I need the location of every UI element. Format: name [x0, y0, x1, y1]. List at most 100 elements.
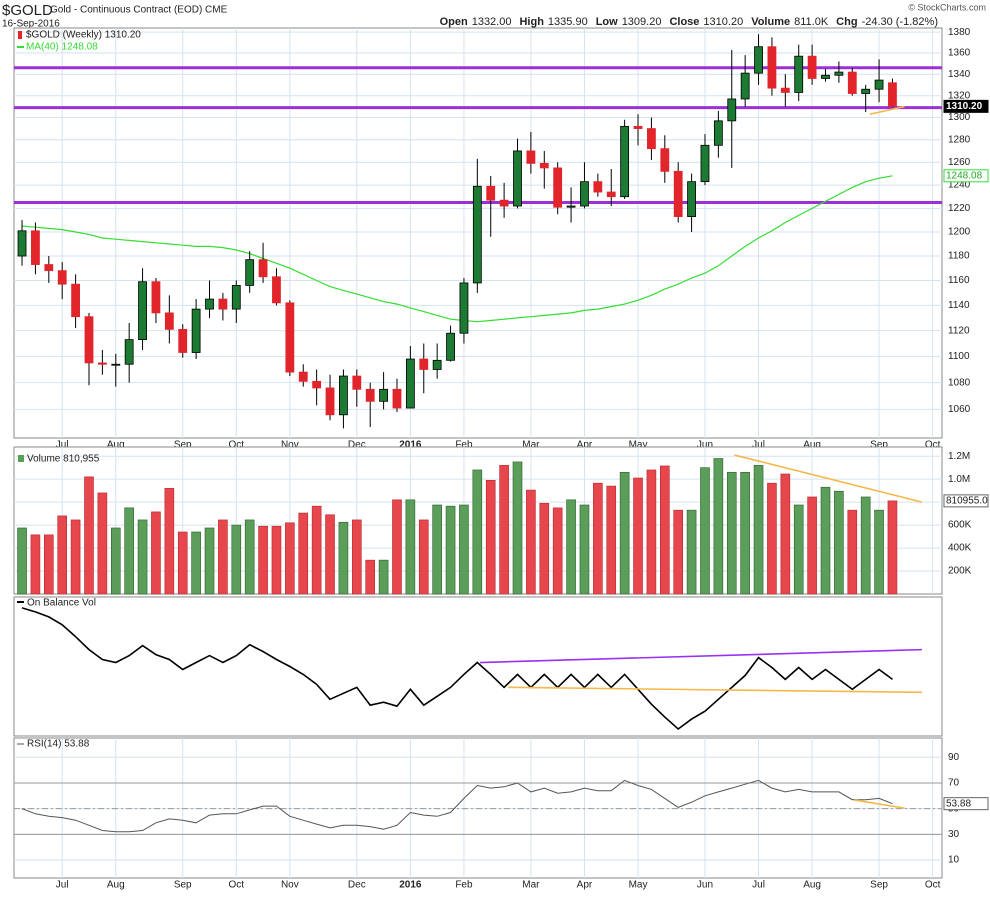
- subtitle: Gold - Continuous Contract (EOD) CME: [50, 5, 228, 16]
- candle-body: [727, 98, 737, 122]
- volume-bar: [271, 525, 282, 595]
- quote-label: Open: [440, 16, 468, 28]
- volume-bar: [539, 502, 550, 595]
- volume-bar: [874, 509, 884, 595]
- quote-value: 1332.00: [472, 16, 512, 28]
- candle-body: [740, 72, 750, 100]
- volume-bar: [70, 519, 81, 595]
- y-tick-label: 1240: [948, 180, 971, 191]
- volume-bar: [860, 496, 871, 595]
- volume-bar: [405, 499, 416, 595]
- y-tick-label: 1380: [948, 27, 971, 38]
- candle-body: [673, 170, 683, 217]
- volume-bar: [432, 504, 442, 595]
- candle-body: [553, 167, 563, 208]
- panel: [13, 737, 943, 879]
- volume-bar: [780, 473, 791, 595]
- y-tick-label: 1340: [948, 69, 971, 80]
- price-tag: [943, 99, 989, 113]
- price-tag-label: 1248.08: [946, 170, 983, 181]
- candle-body: [191, 308, 201, 353]
- volume-bar: [298, 512, 309, 595]
- volume-bar: [244, 519, 255, 595]
- x-tick-label: Jul: [752, 880, 765, 891]
- legend-icon: [18, 455, 24, 462]
- volume-bar: [593, 482, 603, 595]
- y-tick-label: 10: [948, 855, 960, 866]
- candle-body: [392, 388, 402, 409]
- candle-body: [807, 55, 817, 79]
- trend-line: [854, 799, 905, 809]
- candle-body: [834, 71, 844, 76]
- volume-bar: [285, 522, 295, 595]
- candle-body: [17, 230, 27, 257]
- candle-body: [593, 181, 603, 193]
- volume-bar: [311, 505, 322, 595]
- volume-bar: [472, 469, 483, 595]
- y-tick-label: 1.0M: [948, 474, 970, 485]
- volume-bar: [552, 507, 563, 595]
- candle-body: [459, 282, 469, 334]
- volume-bar: [325, 514, 335, 595]
- volume-bar: [218, 519, 228, 595]
- price-tag: [943, 797, 989, 811]
- volume-bar: [30, 534, 41, 595]
- x-tick-label: Sep: [174, 440, 192, 451]
- volume-bar: [258, 525, 268, 595]
- y-tick-label: 400K: [948, 543, 972, 554]
- candle-body: [633, 125, 643, 129]
- price-tag-label: 53.88: [946, 798, 971, 809]
- candle-body: [71, 283, 80, 318]
- candle-body: [620, 125, 630, 198]
- volume-bar: [820, 486, 831, 595]
- volume-bar: [378, 559, 389, 595]
- volume-bar: [526, 489, 536, 595]
- x-tick-label: Aug: [107, 880, 125, 891]
- candle-body: [298, 371, 308, 382]
- candle-body: [513, 150, 522, 207]
- candle-body: [486, 185, 496, 201]
- candle-body: [44, 264, 54, 272]
- x-tick-label: Jun: [697, 880, 713, 891]
- candle-body: [821, 74, 830, 79]
- x-tick-label: Oct: [925, 440, 941, 451]
- volume-bar: [392, 499, 402, 595]
- price-tag-label: 1310.20: [946, 101, 983, 112]
- volume-bar: [673, 509, 683, 595]
- quote-label: Chg: [836, 16, 857, 28]
- x-tick-label: Feb: [455, 440, 473, 451]
- candle-body: [472, 185, 482, 284]
- candle-body: [57, 270, 67, 285]
- candle-body: [245, 259, 255, 286]
- volume-bar: [459, 504, 469, 595]
- quote-value: -24.30 (-1.82%): [862, 16, 938, 28]
- volume-bar: [633, 477, 643, 595]
- candle-body: [405, 358, 415, 409]
- volume-bar: [793, 504, 804, 595]
- candle-body: [606, 191, 616, 198]
- y-tick-label: 1300: [948, 112, 971, 123]
- candle-body: [272, 276, 281, 304]
- y-tick-label: 90: [948, 752, 960, 763]
- candle-body: [780, 87, 790, 93]
- volume-bar: [17, 527, 27, 595]
- volume-bar: [124, 507, 134, 595]
- y-tick-label: 1120: [948, 325, 970, 336]
- candle-body: [754, 46, 763, 74]
- y-tick-label: 1200: [948, 227, 971, 238]
- volume-bar: [84, 476, 94, 595]
- credit: © StockCharts.com: [908, 2, 986, 12]
- y-tick-label: 1360: [948, 48, 971, 59]
- volume-bar: [365, 559, 376, 595]
- trend-line: [508, 686, 922, 694]
- trend-line: [479, 648, 922, 664]
- legend-entry: $GOLD (Weekly) 1310.20: [26, 30, 141, 41]
- trend-line: [869, 105, 905, 116]
- volume-bar: [97, 492, 108, 595]
- x-tick-label: Jun: [697, 440, 713, 451]
- volume-bar: [646, 469, 657, 595]
- candle-body: [566, 205, 576, 208]
- indicator-line: [21, 779, 893, 833]
- volume-bar: [231, 524, 242, 595]
- x-tick-label: Jul: [56, 880, 69, 891]
